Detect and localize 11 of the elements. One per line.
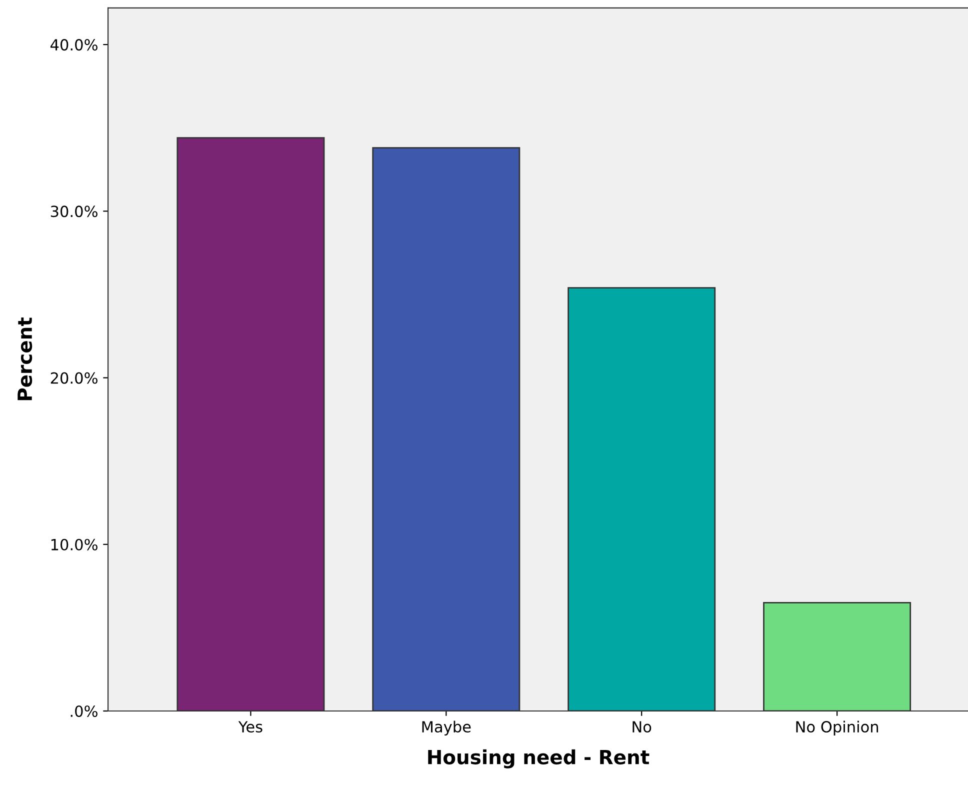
x-tick-label: Maybe bbox=[422, 720, 471, 736]
x-tick-label: No Opinion bbox=[796, 720, 878, 736]
x-tick-label: Yes bbox=[238, 721, 262, 733]
y-tick-label: 10.0% bbox=[51, 538, 98, 550]
y-tick-label: 20.0% bbox=[50, 372, 98, 384]
x-axis-title: Housing need - Rent bbox=[428, 749, 650, 768]
y-tick-label: 30.0% bbox=[50, 206, 98, 218]
x-tick-label: No bbox=[632, 721, 652, 733]
y-tick-label: .0% bbox=[70, 705, 98, 718]
y-tick-label: 40.0% bbox=[50, 39, 98, 51]
y-axis-title: Percent bbox=[18, 317, 32, 400]
